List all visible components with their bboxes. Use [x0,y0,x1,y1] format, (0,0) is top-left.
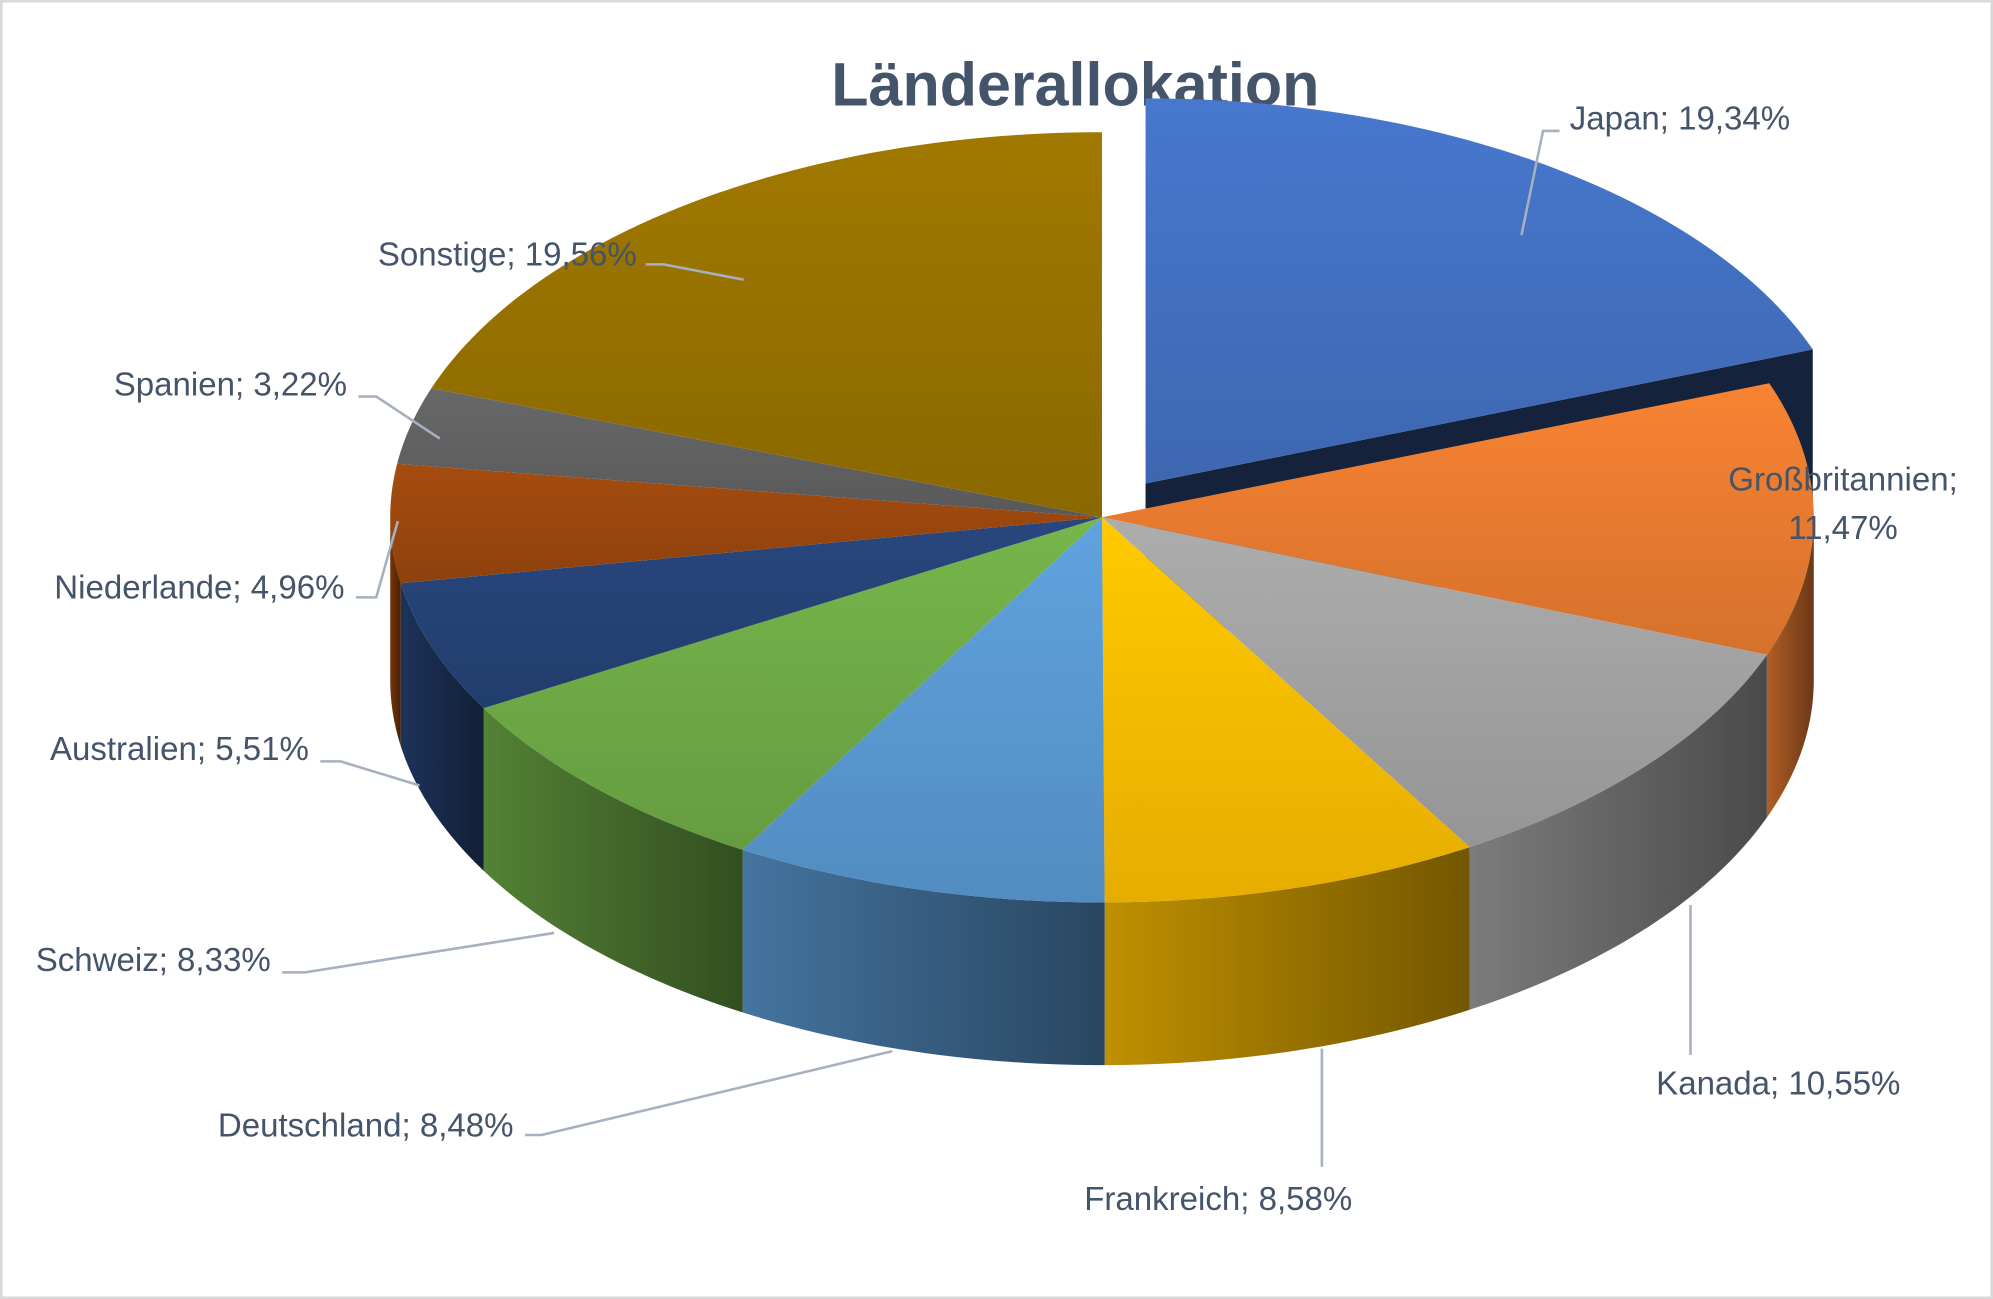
slice-sonstige[interactable] [431,132,1102,518]
leader-line-schweiz [282,931,555,974]
pie-slices [390,98,1814,1066]
leader-line-australien [320,760,420,787]
slice-wall-kanada [1469,654,1767,1010]
data-label-frankreich: Frankreich; 8,58% [1084,1181,1352,1218]
slice-wall-grossbritannien [1766,517,1814,818]
data-label-spanien: Spanien; 3,22% [114,366,347,403]
leader-lines [282,129,1692,1167]
slice-grossbritannien[interactable] [1101,383,1814,655]
slice-wall-frankreich [1104,847,1470,1066]
slice-australien[interactable] [400,517,1102,709]
leader-line-deutschland [524,1049,893,1137]
leader-line-japan [1520,129,1560,236]
slice-spanien[interactable] [397,388,1102,518]
data-label-australien: Australien; 5,51% [50,731,309,768]
slice-wall-australien [400,583,484,871]
slice-wall-schweiz [483,708,743,1013]
data-labels: Japan; 19,34% Großbritannien; 11,47% Kana… [36,101,1958,1218]
leader-line-sonstige [645,263,744,281]
slice-frankreich[interactable] [1101,517,1470,903]
data-label-japan: Japan; 19,34% [1570,101,1790,138]
slice-wall-niederlande [390,517,401,746]
slice-deutschland[interactable] [742,517,1105,903]
data-label-niederlande: Niederlande; 4,96% [54,570,344,607]
leader-line-niederlande [355,520,400,599]
data-label-schweiz: Schweiz; 8,33% [36,942,271,979]
slice-niederlande[interactable] [390,463,1102,584]
data-label-grossbritannien: Großbritannien; 11,47% [1728,462,1958,547]
data-label-deutschland: Deutschland; 8,48% [218,1107,514,1144]
leader-line-spanien [358,395,441,440]
data-label-sonstige: Sonstige; 19,56% [378,237,637,274]
slice-schweiz[interactable] [483,517,1102,850]
slice-kanada[interactable] [1101,517,1767,848]
data-label-kanada: Kanada; 10,55% [1656,1065,1900,1102]
slice-wall-deutschland [742,849,1105,1066]
slice-japan[interactable] [1145,98,1813,484]
